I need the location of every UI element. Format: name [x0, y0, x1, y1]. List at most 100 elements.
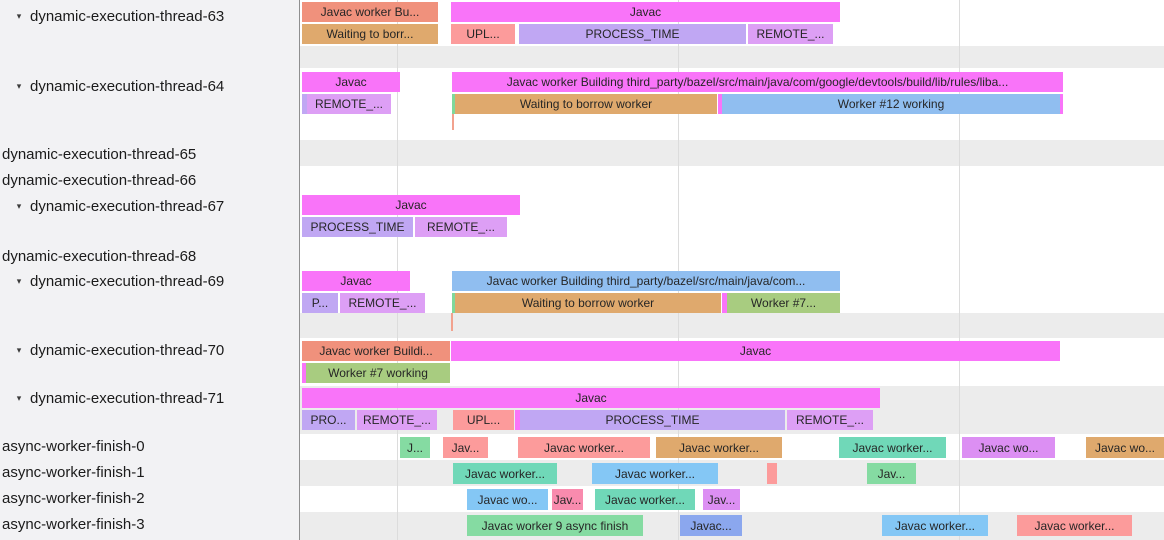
track-label: dynamic-execution-thread-64: [30, 77, 225, 95]
track-label: async-worker-finish-1: [2, 463, 145, 481]
timeline-slice[interactable]: UPL...: [453, 410, 514, 430]
track-row[interactable]: async-worker-finish-0: [0, 436, 145, 456]
timeline-slice[interactable]: Worker #12 working: [722, 94, 1060, 114]
timeline-slice[interactable]: [722, 293, 727, 313]
timeline-slice[interactable]: PROCESS_TIME: [519, 24, 746, 44]
timeline-slice[interactable]: Jav...: [552, 489, 583, 510]
track-row[interactable]: ▾ dynamic-execution-thread-69: [0, 271, 225, 291]
timeline-slice[interactable]: [718, 94, 722, 114]
track-row[interactable]: dynamic-execution-thread-65: [0, 144, 196, 164]
track-row[interactable]: async-worker-finish-3: [0, 514, 145, 534]
track-label: dynamic-execution-thread-71: [30, 389, 225, 407]
track-label: dynamic-execution-thread-63: [30, 7, 225, 25]
row-background-band: [300, 140, 1164, 166]
timeline-slice[interactable]: REMOTE_...: [357, 410, 437, 430]
timeline-slice[interactable]: Javac worker...: [656, 437, 782, 458]
timeline-slice[interactable]: Jav...: [443, 437, 488, 458]
timeline-slice[interactable]: Waiting to borrow worker: [455, 293, 721, 313]
timeline-slice[interactable]: Javac worker...: [1017, 515, 1132, 536]
track-label: async-worker-finish-2: [2, 489, 145, 507]
timeline-slice[interactable]: Worker #7...: [727, 293, 840, 313]
timeline-slice[interactable]: P...: [302, 293, 338, 313]
collapse-triangle-icon[interactable]: ▾: [16, 344, 22, 355]
timeline-slice[interactable]: Javac worker 9 async finish: [467, 515, 643, 536]
timeline-slice[interactable]: REMOTE_...: [340, 293, 425, 313]
timeline-slice[interactable]: [452, 293, 455, 313]
timeline-slice[interactable]: Javac worker Bu...: [302, 2, 438, 22]
timeline-slice[interactable]: [302, 94, 307, 114]
collapse-triangle-icon[interactable]: ▾: [16, 200, 22, 211]
track-row[interactable]: async-worker-finish-1: [0, 462, 145, 482]
timeline-slice[interactable]: UPL...: [451, 24, 515, 44]
track-row[interactable]: dynamic-execution-thread-66: [0, 170, 196, 190]
track-label: dynamic-execution-thread-65: [2, 145, 197, 163]
timeline-slice[interactable]: Javac: [302, 271, 410, 291]
track-label: dynamic-execution-thread-66: [2, 171, 197, 189]
timeline-slice[interactable]: Javac wo...: [1086, 437, 1164, 458]
timeline-slice[interactable]: Javac worker...: [882, 515, 988, 536]
track-row[interactable]: ▾ dynamic-execution-thread-70: [0, 340, 225, 360]
timeline-slice[interactable]: Javac wo...: [467, 489, 548, 510]
timeline-slice[interactable]: Jav...: [867, 463, 916, 484]
slice-boundary-tick: [451, 313, 453, 331]
timeline-slice[interactable]: Javac worker...: [453, 463, 557, 484]
track-row[interactable]: ▾ dynamic-execution-thread-71: [0, 388, 225, 408]
track-row[interactable]: async-worker-finish-2: [0, 488, 145, 508]
timeline-canvas[interactable]: Javac worker Bu... Javac Waiting to borr..…: [300, 0, 1164, 540]
track-row[interactable]: ▾ dynamic-execution-thread-64: [0, 76, 225, 96]
timeline-slice[interactable]: Javac worker...: [595, 489, 695, 510]
timeline-slice[interactable]: [515, 410, 520, 430]
timeline-slice[interactable]: REMOTE_...: [307, 94, 391, 114]
timeline-slice[interactable]: Javac: [302, 72, 400, 92]
timeline-slice[interactable]: PRO...: [302, 410, 355, 430]
collapse-triangle-icon[interactable]: ▾: [16, 392, 22, 403]
timeline-slice[interactable]: Javac: [302, 195, 520, 215]
timeline-slice[interactable]: Javac worker Building third_party/bazel/…: [452, 271, 840, 291]
timeline-slice[interactable]: Javac wo...: [962, 437, 1055, 458]
collapse-triangle-icon[interactable]: ▾: [16, 10, 22, 21]
track-label: dynamic-execution-thread-68: [2, 247, 197, 265]
collapse-triangle-icon[interactable]: ▾: [16, 275, 22, 286]
time-gridline: [678, 0, 679, 540]
timeline-slice[interactable]: [767, 463, 777, 484]
timeline-slice[interactable]: PROCESS_TIME: [520, 410, 785, 430]
timeline-slice[interactable]: Javac worker...: [518, 437, 650, 458]
track-name-sidebar: ▾ dynamic-execution-thread-63 ▾ dynamic-exe…: [0, 0, 300, 540]
time-gridline: [397, 0, 398, 540]
timeline-slice[interactable]: REMOTE_...: [748, 24, 833, 44]
row-background-band: [300, 313, 1164, 338]
time-gridline: [959, 0, 960, 540]
timeline-slice[interactable]: PROCESS_TIME: [302, 217, 413, 237]
timeline-slice[interactable]: Javac...: [680, 515, 742, 536]
track-row[interactable]: dynamic-execution-thread-68: [0, 246, 196, 266]
slice-boundary-tick: [452, 114, 454, 130]
timeline-slice[interactable]: [302, 363, 306, 383]
row-background-band: [300, 46, 1164, 68]
timeline-slice[interactable]: Javac: [451, 2, 840, 22]
timeline-slice[interactable]: Waiting to borrow worker: [455, 94, 717, 114]
timeline-slice[interactable]: Javac worker Building third_party/bazel/…: [452, 72, 1063, 92]
timeline-slice[interactable]: Worker #7 working: [306, 363, 450, 383]
track-label: dynamic-execution-thread-70: [30, 341, 225, 359]
timeline-slice[interactable]: REMOTE_...: [415, 217, 507, 237]
track-row[interactable]: ▾ dynamic-execution-thread-63: [0, 6, 225, 26]
timeline-slice[interactable]: Javac worker Buildi...: [302, 341, 450, 361]
timeline-slice[interactable]: Jav...: [703, 489, 740, 510]
timeline-slice[interactable]: Javac worker...: [592, 463, 718, 484]
track-label: async-worker-finish-0: [2, 437, 145, 455]
timeline-slice[interactable]: [452, 94, 455, 114]
timeline-slice[interactable]: J...: [400, 437, 430, 458]
track-label: dynamic-execution-thread-67: [30, 197, 225, 215]
timeline-slice[interactable]: Javac worker...: [839, 437, 946, 458]
track-label: async-worker-finish-3: [2, 515, 145, 533]
collapse-triangle-icon[interactable]: ▾: [16, 80, 22, 91]
timeline-slice[interactable]: Javac: [302, 388, 880, 408]
track-row[interactable]: ▾ dynamic-execution-thread-67: [0, 196, 225, 216]
timeline-slice[interactable]: Waiting to borr...: [302, 24, 438, 44]
row-background-band: [300, 460, 1164, 486]
timeline-slice[interactable]: Javac: [451, 341, 1060, 361]
timeline-slice[interactable]: REMOTE_...: [787, 410, 873, 430]
timeline-slice[interactable]: [1060, 94, 1063, 114]
track-label: dynamic-execution-thread-69: [30, 272, 225, 290]
